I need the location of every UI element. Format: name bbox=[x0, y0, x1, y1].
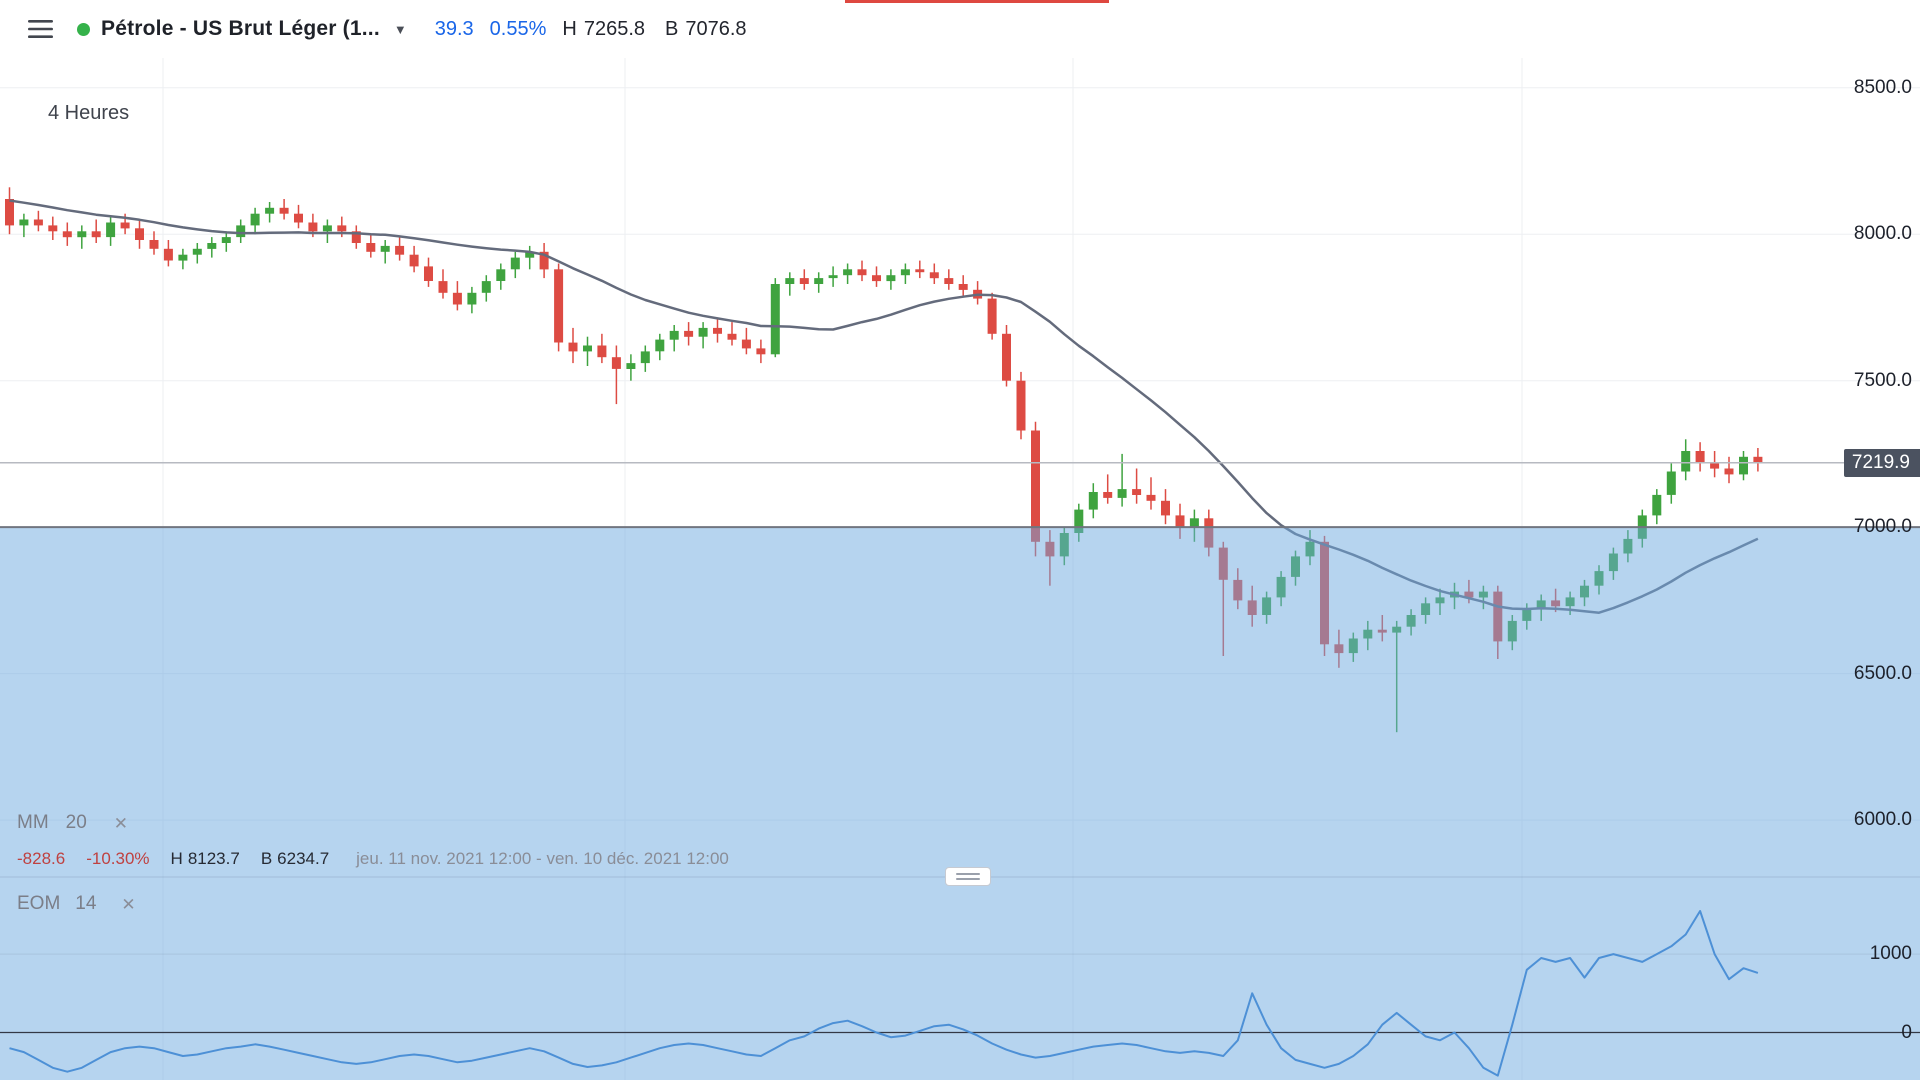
range-low-label: B bbox=[260, 849, 273, 868]
low-label: B bbox=[665, 17, 679, 40]
timeframe-label: 4 Heures bbox=[48, 102, 130, 124]
mm-close-button[interactable]: ✕ bbox=[113, 813, 129, 833]
eom-indicator-legend: EOM 14 ✕ bbox=[17, 893, 136, 915]
pane-resize-handle[interactable] bbox=[945, 867, 991, 886]
range-change: -828.6 bbox=[17, 849, 66, 868]
current-price-badge: 7219.9 bbox=[1843, 448, 1920, 477]
date-range: jeu. 11 nov. 2021 12:00 - ven. 10 déc. 2… bbox=[356, 849, 729, 868]
mm-indicator-legend: MM 20 ✕ bbox=[17, 812, 128, 834]
price-change-pct: 0.55% bbox=[489, 17, 547, 40]
range-low-value: 6234.7 bbox=[277, 849, 330, 868]
handle-bar bbox=[956, 878, 980, 880]
eom-close-button[interactable]: ✕ bbox=[121, 894, 136, 914]
range-high-label: H bbox=[170, 849, 183, 868]
high-value: 7265.8 bbox=[583, 17, 646, 40]
high-label: H bbox=[562, 17, 577, 40]
symbol-title[interactable]: Pétrole - US Brut Léger (1... bbox=[101, 17, 380, 40]
mm-name: MM bbox=[17, 812, 49, 833]
range-stats-row: -828.6 -10.30% H 8123.7 B 6234.7 jeu. 11 n… bbox=[17, 849, 729, 869]
hamburger-icon bbox=[28, 20, 53, 38]
range-low: B 6234.7 bbox=[261, 849, 329, 869]
mm-period: 20 bbox=[65, 812, 87, 833]
handle-bar bbox=[956, 873, 980, 875]
price-change: 39.3 bbox=[434, 17, 474, 40]
top-loading-bar bbox=[845, 0, 1109, 3]
chevron-down-icon[interactable]: ▼ bbox=[393, 21, 407, 37]
eom-name: EOM bbox=[17, 893, 61, 914]
range-high-value: 8123.7 bbox=[187, 849, 240, 868]
chart-header: Pétrole - US Brut Léger (1... ▼ 39.3 0.5… bbox=[0, 0, 1920, 58]
session-high: H 7265.8 bbox=[562, 18, 645, 41]
range-high: H 8123.7 bbox=[171, 849, 240, 869]
range-change-pct: -10.30% bbox=[86, 849, 150, 868]
session-low: B 7076.8 bbox=[665, 18, 747, 41]
low-value: 7076.8 bbox=[685, 17, 747, 40]
eom-period: 14 bbox=[75, 893, 97, 914]
market-status-dot bbox=[77, 22, 90, 36]
menu-button[interactable] bbox=[28, 20, 53, 38]
